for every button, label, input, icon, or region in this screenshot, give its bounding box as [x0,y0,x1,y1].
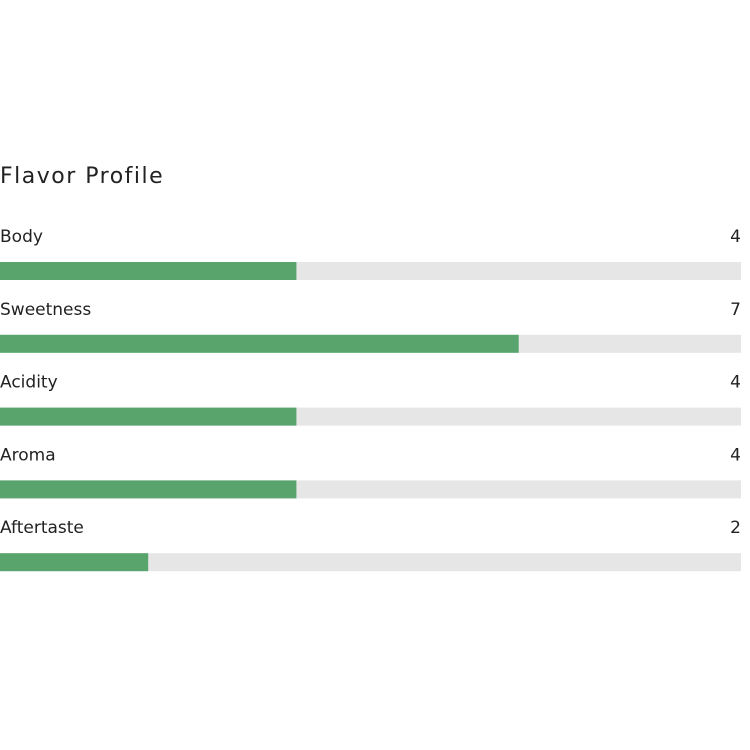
value-label: 4 [730,227,741,247]
bar [0,334,519,353]
category-label: Aftertaste [0,518,84,538]
bar [0,480,297,499]
value-label: 4 [730,445,741,465]
category-label: Body [0,227,43,247]
bar [0,262,297,280]
bar-track [0,553,741,572]
bar [0,407,297,426]
value-label: 7 [730,300,741,320]
value-label: 4 [730,373,741,393]
bar [0,553,149,572]
title: Flavor Profile [0,164,164,189]
category-label: Aroma [0,445,56,465]
category-label: Sweetness [0,300,91,320]
value-label: 2 [730,518,741,538]
category-label: Acidity [0,373,58,393]
